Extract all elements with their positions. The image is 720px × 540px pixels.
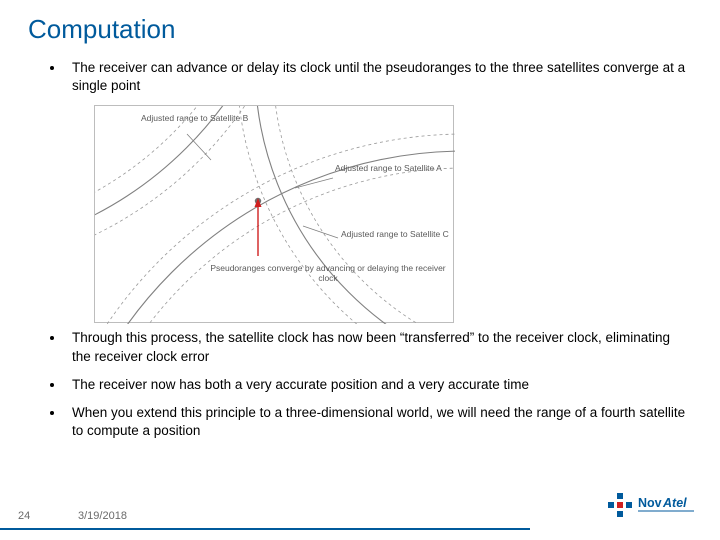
- bullet-item: When you extend this principle to a thre…: [50, 404, 692, 440]
- bullet-item: The receiver can advance or delay its cl…: [50, 59, 692, 95]
- bullet-item: Through this process, the satellite cloc…: [50, 329, 692, 365]
- footer-bar: [0, 528, 530, 530]
- bullet-item: The receiver now has both a very accurat…: [50, 376, 692, 394]
- diagram-svg: [95, 106, 455, 324]
- logo-svg: Nov Atel: [606, 491, 702, 521]
- bullet-dot-icon: [50, 411, 54, 415]
- footer-date: 3/19/2018: [78, 510, 127, 522]
- bullet-text: When you extend this principle to a thre…: [72, 404, 692, 440]
- label-sat-b: Adjusted range to Satellite B: [141, 114, 248, 124]
- bullet-dot-icon: [50, 66, 54, 70]
- bullet-text: Through this process, the satellite cloc…: [72, 329, 692, 365]
- slide: Computation The receiver can advance or …: [0, 0, 720, 540]
- bullet-dot-icon: [50, 383, 54, 387]
- footer: 24 3/19/2018 Nov Atel: [0, 502, 720, 530]
- bullet-dot-icon: [50, 336, 54, 340]
- diagram-container: Adjusted range to Satellite B Adjusted r…: [94, 105, 692, 323]
- content-area: The receiver can advance or delay its cl…: [28, 59, 692, 441]
- label-pseudoranges: Pseudoranges converge by advancing or de…: [203, 264, 453, 284]
- label-sat-a: Adjusted range to Satellite A: [335, 164, 442, 174]
- svg-text:Atel: Atel: [662, 496, 687, 510]
- slide-title: Computation: [28, 14, 692, 45]
- svg-text:Nov: Nov: [638, 496, 662, 510]
- bullet-text: The receiver now has both a very accurat…: [72, 376, 529, 394]
- page-number: 24: [18, 510, 30, 522]
- novatel-logo: Nov Atel: [606, 491, 702, 526]
- label-sat-c: Adjusted range to Satellite C: [341, 230, 449, 240]
- pseudorange-diagram: Adjusted range to Satellite B Adjusted r…: [94, 105, 454, 323]
- bullet-text: The receiver can advance or delay its cl…: [72, 59, 692, 95]
